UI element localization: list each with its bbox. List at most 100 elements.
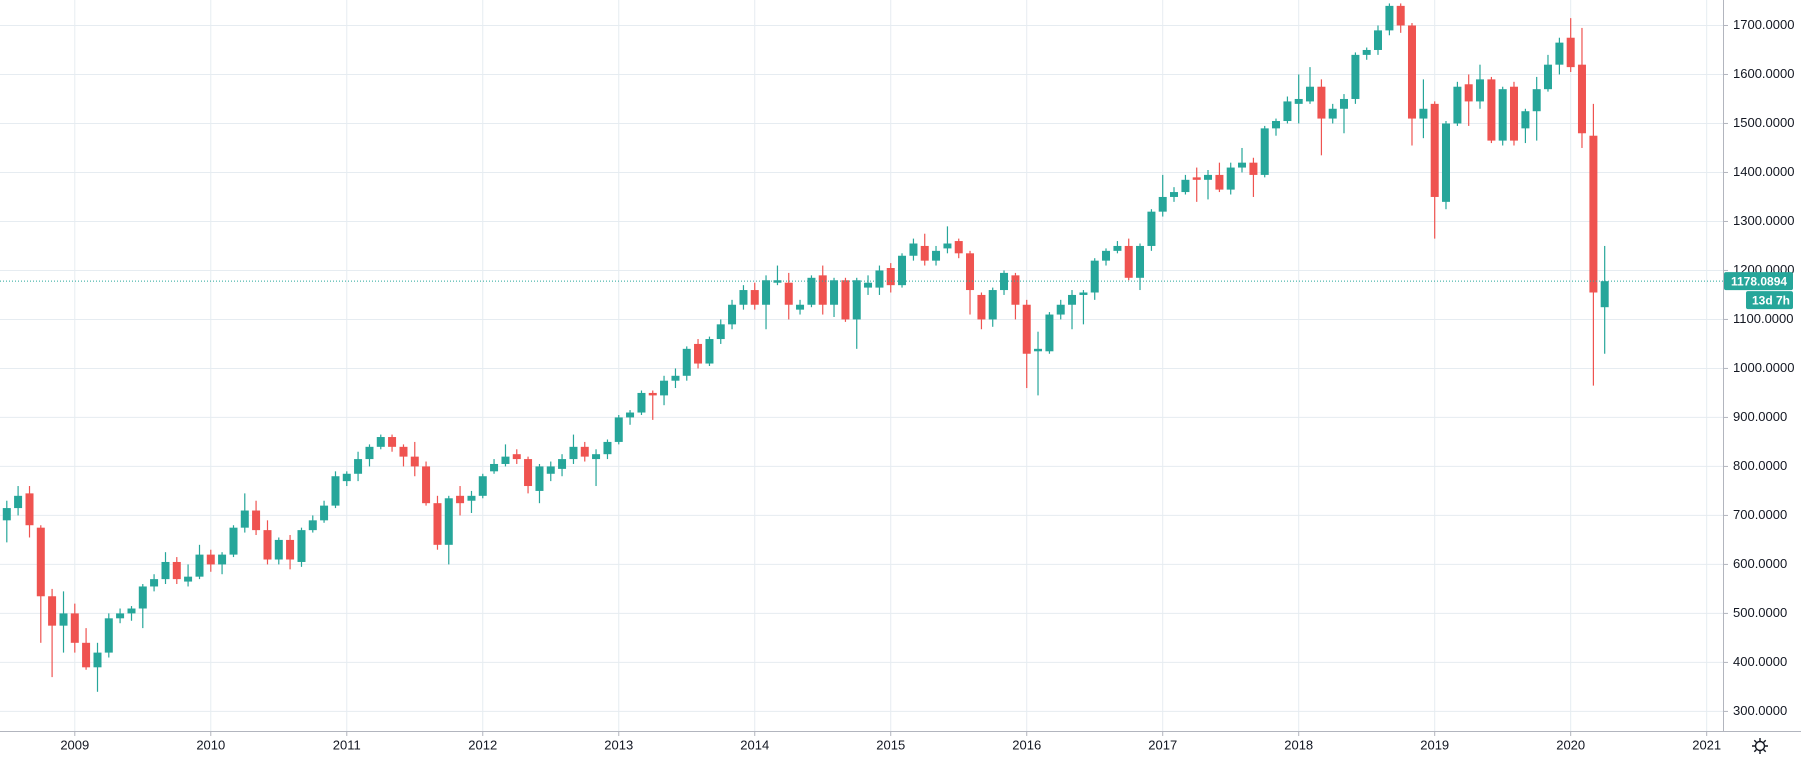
y-tick-label: 400.0000 [1733, 654, 1787, 669]
candle-body [875, 270, 884, 288]
candle-body [1022, 304, 1031, 354]
candle-body [1475, 79, 1484, 102]
candle-body [1555, 42, 1564, 65]
candle-body [1090, 260, 1099, 293]
candle-body [1124, 245, 1133, 278]
settings-button[interactable] [1752, 738, 1768, 754]
candle-body [240, 510, 249, 528]
candle-body [354, 459, 363, 474]
candle-body [1600, 281, 1609, 308]
x-tick-label: 2020 [1556, 737, 1585, 752]
candle-body [1566, 37, 1575, 68]
candle-body [1238, 162, 1247, 168]
candle-body [920, 245, 929, 261]
candle-body [320, 505, 329, 521]
candle-body [478, 476, 487, 496]
candle-body [127, 608, 136, 614]
candle-body [1045, 314, 1054, 352]
candle-body [104, 618, 113, 653]
candle-body [512, 454, 521, 460]
candle-body [1158, 196, 1167, 212]
candle-body [1079, 292, 1088, 295]
candle-body [297, 530, 306, 562]
candle-body [1509, 86, 1518, 141]
countdown-label: 13d 7h [1752, 293, 1790, 307]
candle-body [150, 579, 159, 587]
candle-body [1068, 294, 1077, 305]
y-tick-label: 1100.0000 [1733, 311, 1794, 326]
candle-body [580, 446, 589, 457]
candle-body [2, 508, 11, 521]
candle-body [818, 275, 827, 305]
candle-body [716, 324, 725, 340]
candle-body [93, 652, 102, 668]
candle-body [25, 493, 34, 526]
candle-body [467, 495, 476, 501]
y-tick-label: 900.0000 [1733, 409, 1787, 424]
candle-body [1396, 5, 1405, 26]
x-tick-label: 2017 [1148, 737, 1177, 752]
gear-icon [1754, 740, 1766, 752]
y-tick-label: 300.0000 [1733, 703, 1787, 718]
candle-body [388, 437, 397, 447]
candle-body [1328, 108, 1337, 119]
candle-body [138, 586, 147, 609]
price-label: 1178.0894 [1731, 274, 1787, 288]
candle-body [943, 243, 952, 249]
candle-body [1136, 245, 1145, 278]
candle-body [694, 343, 703, 364]
candle-body [1170, 192, 1179, 197]
candle-body [1192, 177, 1201, 180]
candle-body [1204, 174, 1213, 180]
candle-body [932, 250, 941, 261]
candle-body [1034, 348, 1043, 352]
candle-body [48, 596, 57, 626]
candle-body [886, 268, 895, 286]
candle-body [184, 576, 193, 582]
candle-body [682, 348, 691, 376]
candle-body [830, 280, 839, 305]
candle-body [172, 561, 181, 580]
candle-body [705, 339, 714, 364]
y-tick-label: 1300.0000 [1733, 213, 1794, 228]
candle-body [1385, 5, 1394, 31]
price-badge [1724, 272, 1793, 291]
candle-body [750, 290, 759, 305]
candle-body [308, 520, 317, 531]
candle-body [365, 446, 374, 460]
candle-body [637, 392, 646, 413]
candle-body [1351, 54, 1360, 99]
candle-body [1498, 89, 1507, 141]
candle-body [1487, 79, 1496, 141]
x-tick-label: 2011 [333, 737, 361, 752]
x-tick-label: 2014 [740, 737, 769, 752]
candle-body [218, 554, 227, 565]
candle-body [977, 294, 986, 320]
candle-body [1521, 111, 1530, 129]
x-tick-label: 2010 [196, 737, 225, 752]
candle-body [603, 441, 612, 455]
x-tick-label: 2019 [1420, 737, 1449, 752]
candle-body [252, 510, 261, 531]
candle-body [841, 280, 850, 320]
candle-body [1226, 167, 1235, 190]
candle-body [501, 456, 510, 464]
candle-body [206, 554, 215, 565]
candle-body [1464, 84, 1473, 102]
candle-body [490, 463, 499, 472]
x-tick-label: 2016 [1012, 737, 1041, 752]
candle-body [36, 527, 45, 597]
y-tick-label: 600.0000 [1733, 556, 1787, 571]
y-tick-label: 1700.0000 [1733, 17, 1794, 32]
candle-body [1577, 64, 1586, 134]
countdown-badge [1746, 291, 1793, 310]
candle-body [1362, 49, 1371, 55]
candle-body [376, 437, 385, 447]
candle-body [274, 539, 283, 560]
candle-body [1000, 272, 1009, 291]
candle-body [1339, 98, 1348, 109]
axes: 300.0000 400.0000 500.0000 600.0000 700.0000… [0, 17, 1794, 752]
y-tick-label: 1500.0000 [1733, 115, 1794, 130]
